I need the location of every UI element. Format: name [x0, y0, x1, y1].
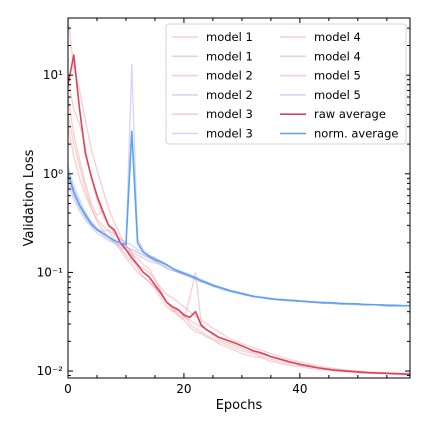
y-axis-label: Validation Loss: [22, 149, 37, 246]
legend-label: model 5: [314, 88, 361, 102]
x-tick-label: 40: [292, 382, 307, 396]
legend-label: raw average: [314, 107, 386, 121]
x-tick-label: 20: [176, 382, 191, 396]
legend: model 1 model 1 model 2 model 2 model 3 model…: [165, 23, 407, 145]
legend-label: model 2: [206, 69, 253, 83]
y-tick-label: 10¹: [43, 68, 63, 82]
series-layer: [68, 18, 410, 376]
x-axis-label: Epochs: [216, 398, 263, 413]
x-tick-label: 0: [64, 382, 72, 396]
legend-label: model 4: [314, 30, 361, 44]
y-tick-label: 10⁻¹: [37, 265, 64, 279]
series-line-model-4-6: [68, 126, 410, 375]
legend-label: model 5: [314, 69, 361, 83]
series-line-raw-average-10: [68, 54, 410, 375]
legend-label: model 2: [206, 88, 253, 102]
legend-box: [165, 23, 407, 145]
legend-label: model 1: [206, 30, 253, 44]
plot-area-frame: [67, 17, 411, 379]
legend-label: model 3: [206, 127, 253, 141]
legend-label: model 3: [206, 107, 253, 121]
legend-label: model 4: [314, 49, 361, 63]
tick-layer: 0 20 40 10⁻² 10⁻¹ 10⁰ 10¹: [37, 18, 410, 396]
legend-label: norm. average: [314, 127, 398, 141]
series-line-norm-average-11: [68, 130, 410, 307]
y-tick-label: 10⁻²: [37, 364, 64, 378]
y-tick-label: 10⁰: [43, 167, 63, 181]
legend-label: model 1: [206, 49, 253, 63]
